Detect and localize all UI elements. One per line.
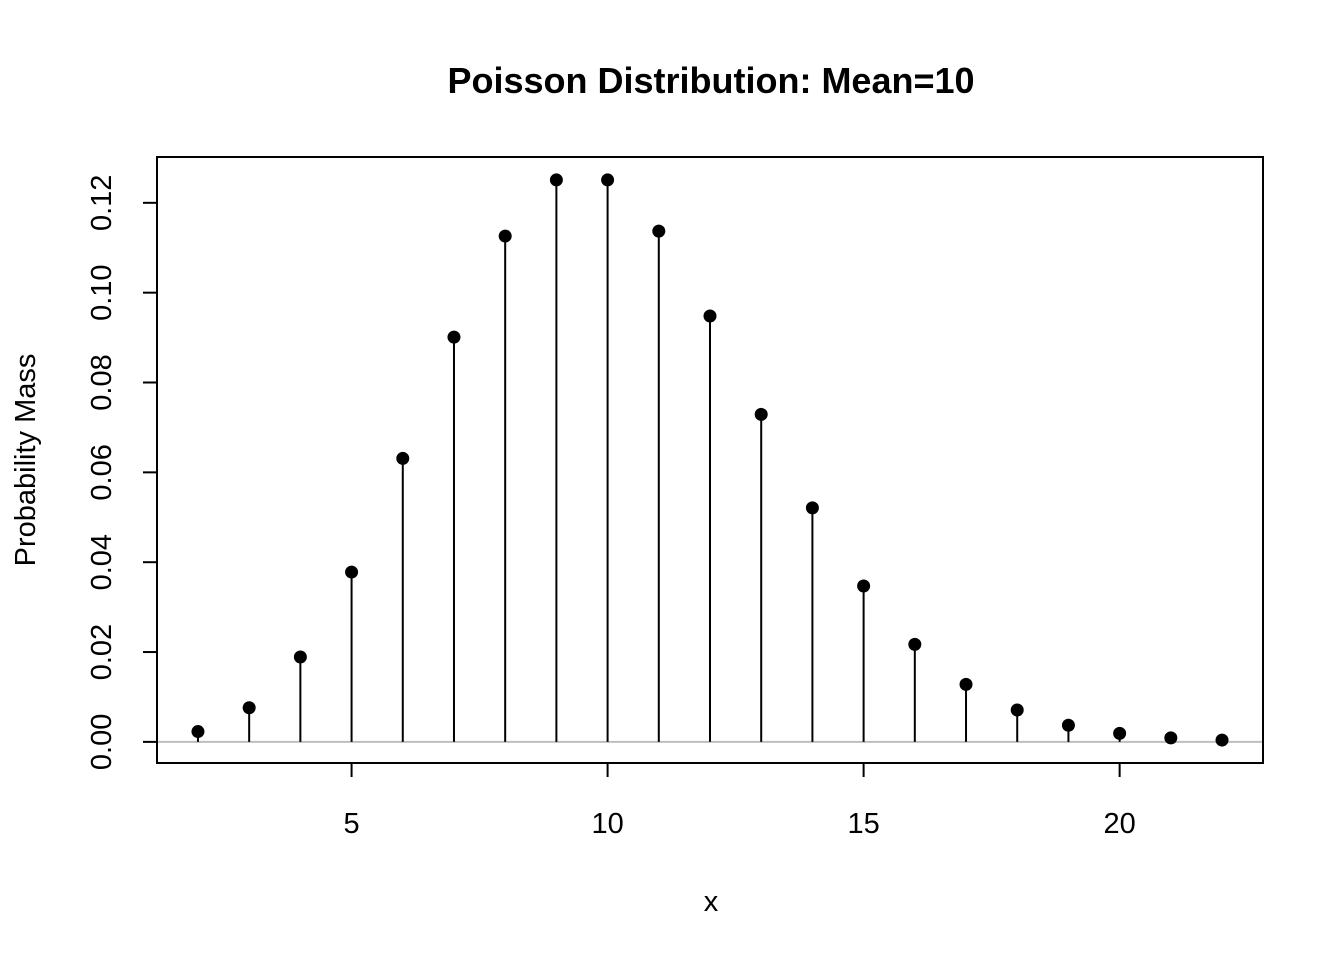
data-point: [652, 224, 666, 238]
data-point: [805, 501, 819, 515]
y-tick-label: 0.02: [86, 624, 118, 680]
x-tick-label: 10: [591, 808, 623, 840]
y-tick-label: 0.08: [86, 354, 118, 410]
chart-title: Poisson Distribution: Mean=10: [447, 60, 974, 101]
data-point: [549, 173, 563, 187]
data-point: [1010, 703, 1024, 717]
data-point: [601, 173, 615, 187]
y-tick-label: 0.06: [86, 444, 118, 500]
data-point: [857, 579, 871, 593]
plot-area: 5 10 15 20 0.00 0.02 0.04 0.06 0.08 0.10 0.12: [86, 156, 1264, 840]
y-tick-label: 0.00: [86, 714, 118, 770]
data-point: [1215, 733, 1229, 747]
data-point: [242, 701, 256, 715]
x-tick-label: 15: [847, 808, 879, 840]
x-tick-label: 20: [1103, 808, 1135, 840]
data-point: [703, 309, 717, 323]
data-point: [754, 407, 768, 421]
x-axis-label: x: [704, 886, 719, 918]
data-point: [396, 451, 410, 465]
data-point: [293, 650, 307, 664]
plot-frame: [156, 156, 1264, 764]
y-axis-label: Probability Mass: [10, 354, 42, 567]
x-tick-label: 5: [344, 808, 360, 840]
data-point: [447, 330, 461, 344]
y-tick-label: 0.04: [86, 534, 118, 590]
data-point: [1113, 726, 1127, 740]
data-point: [191, 725, 205, 739]
data-point: [1164, 731, 1178, 745]
data-point: [345, 565, 359, 579]
y-tick-label: 0.12: [86, 175, 118, 231]
data-point: [908, 637, 922, 651]
data-point: [498, 229, 512, 243]
data-point: [1061, 718, 1075, 732]
y-tick-label: 0.10: [86, 264, 118, 320]
data-point: [959, 677, 973, 691]
